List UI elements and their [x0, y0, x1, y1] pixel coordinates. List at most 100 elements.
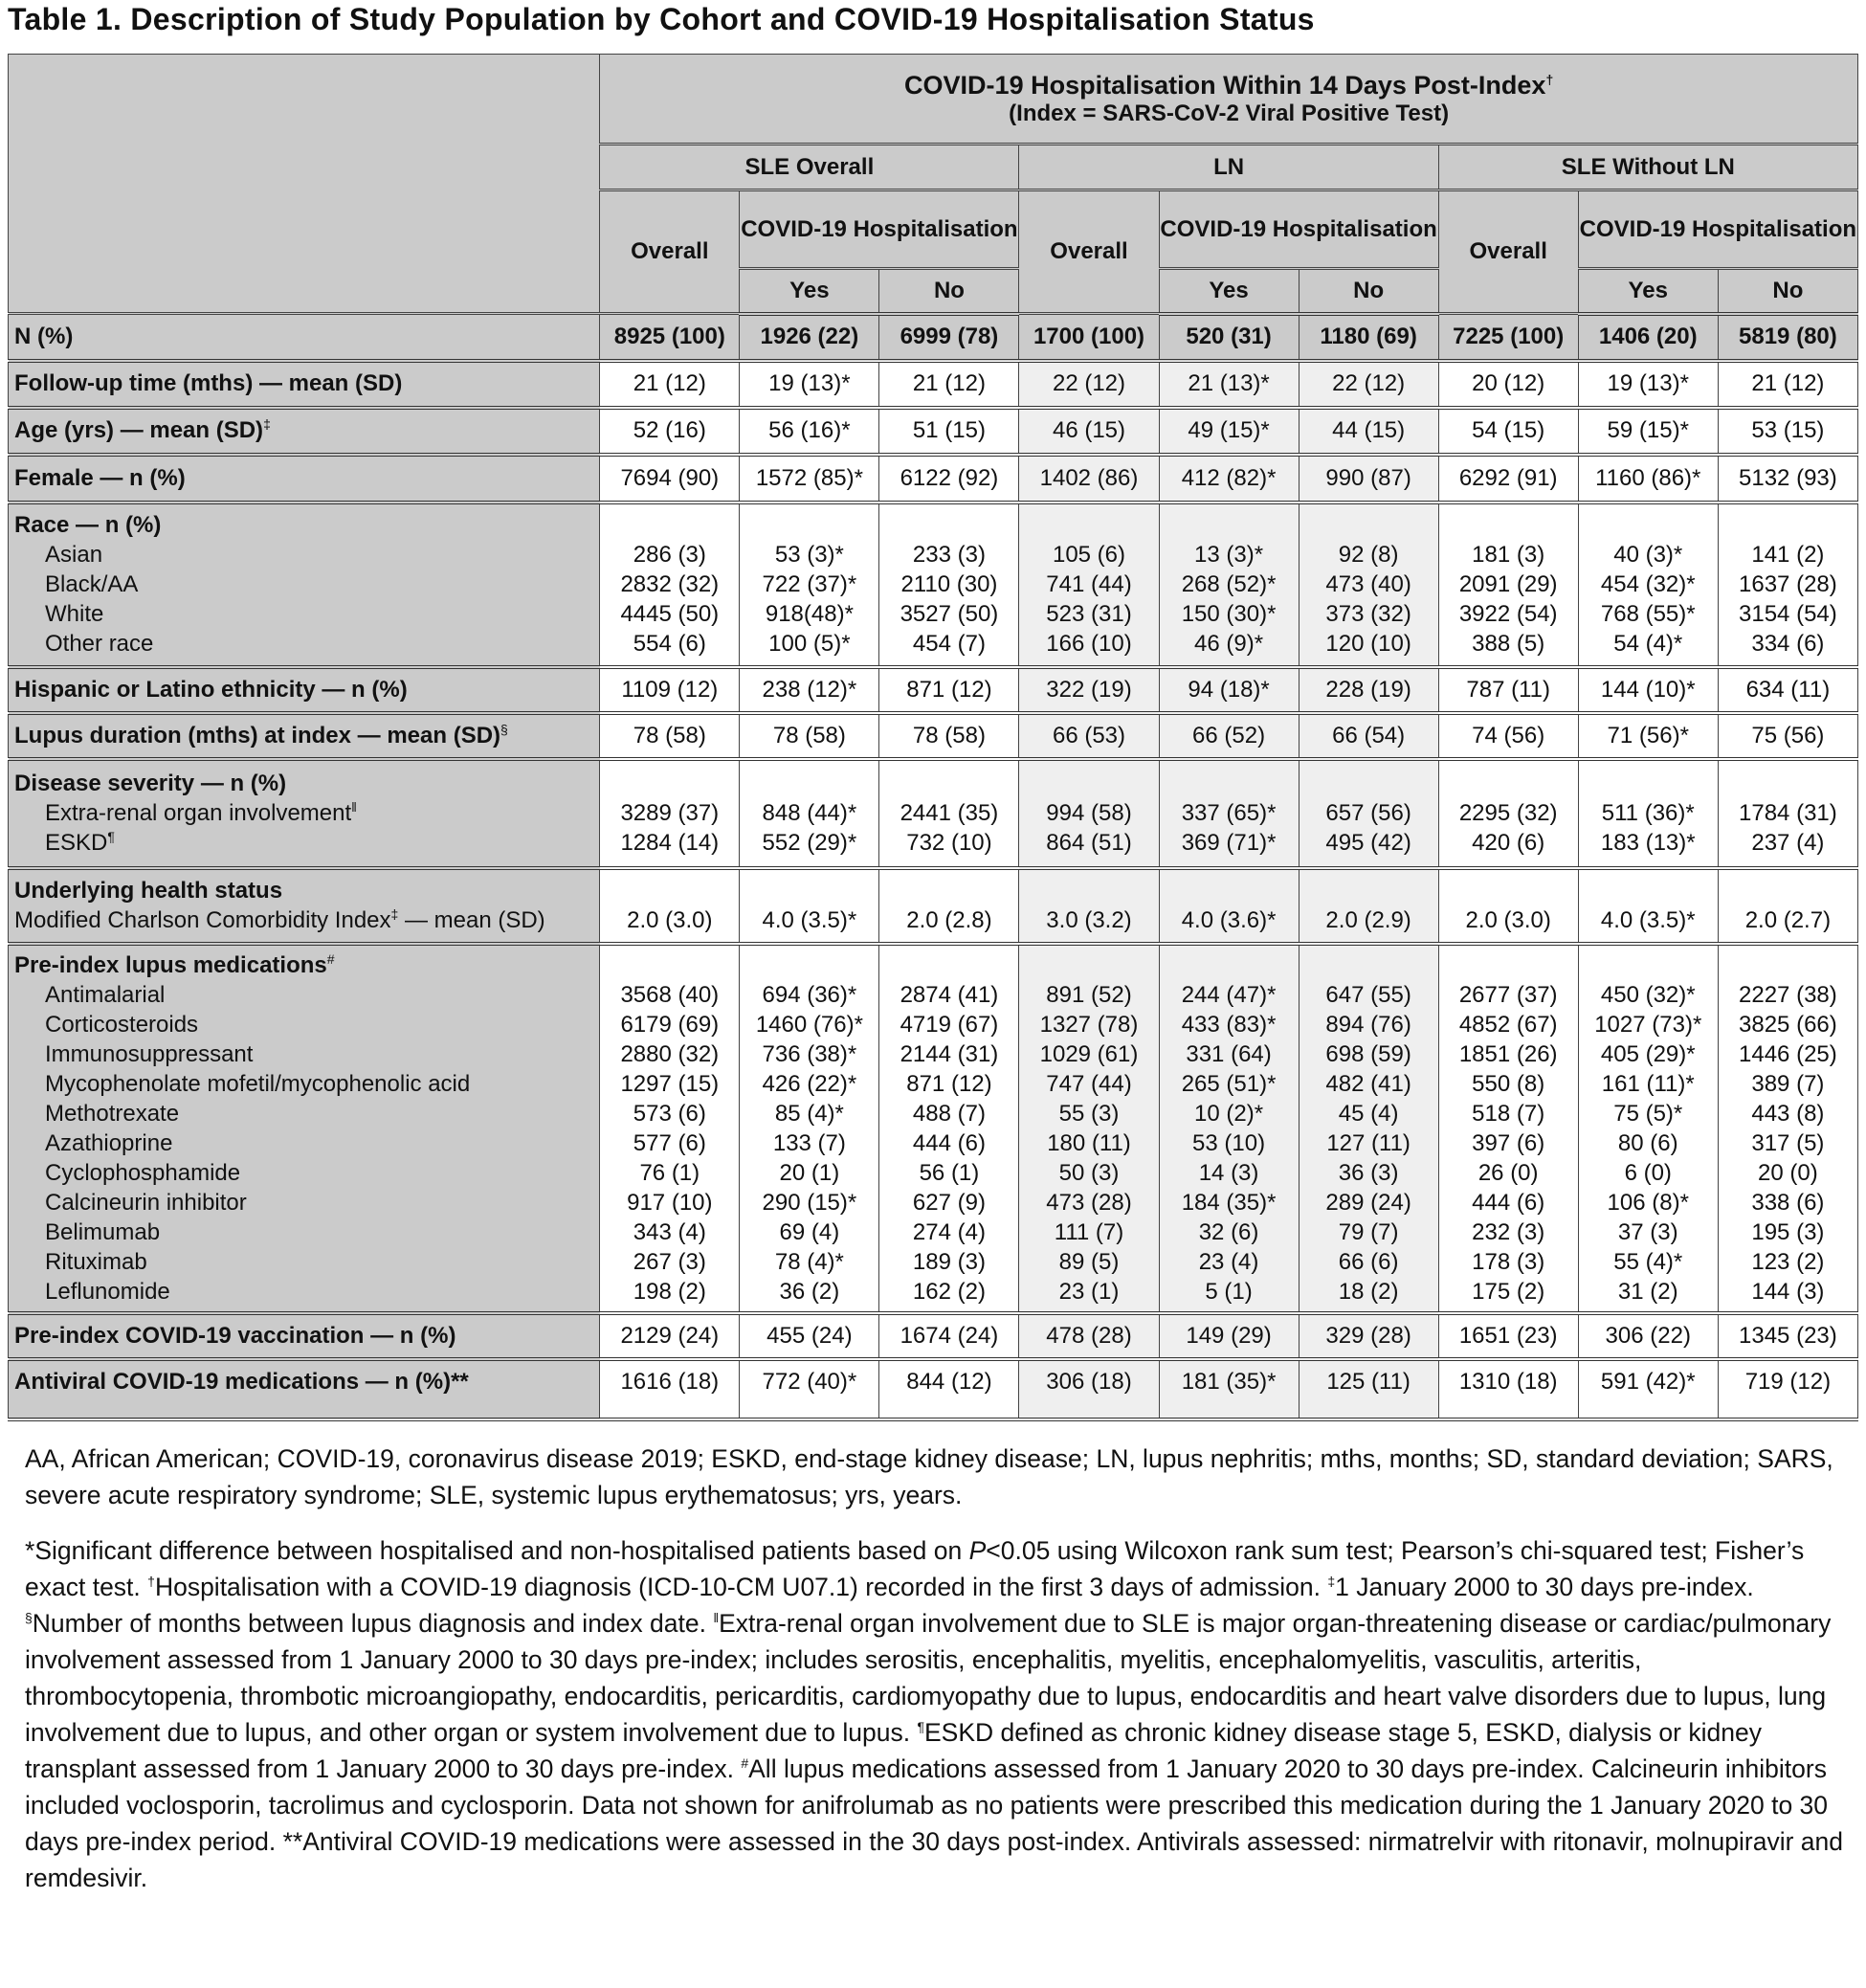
value: 198 (2) [633, 1278, 706, 1305]
row-label-cell: N (%) [7, 313, 601, 363]
value: 405 (29)* [1600, 1040, 1696, 1067]
row-label-cell: Disease severity — n (%) Extra-renal orga… [7, 758, 601, 870]
value: 917 (10) [627, 1189, 713, 1216]
row-label-text: Underlying health status [14, 878, 283, 904]
value: 10 (2)* [1194, 1100, 1264, 1127]
value: 100 (5)* [768, 631, 851, 657]
value: 53 (10) [1192, 1129, 1266, 1156]
value: 871 (12) [906, 1070, 992, 1097]
value-cell: 49 (15)* [1158, 407, 1300, 457]
value-cell: 844 (12) [878, 1358, 1020, 1421]
value-cell: 2295 (32) 420 (6) [1437, 758, 1579, 870]
value-cell: 59 (15)* [1577, 407, 1719, 457]
value: 552 (29)* [762, 830, 857, 856]
sublabel-text: Immunosuppressant [45, 1040, 254, 1067]
value-cell: 990 (87) [1298, 454, 1439, 504]
sublabel-text: Rituximab [45, 1248, 147, 1275]
value: 20 (0) [1758, 1159, 1818, 1186]
value: 133 (7) [772, 1129, 846, 1156]
value-cell: 46 (15) [1018, 407, 1160, 457]
value-cell: 4.0 (3.5)* [1577, 867, 1719, 946]
value: 46 (9)* [1194, 631, 1264, 657]
spanner-title: COVID-19 Hospitalisation Within 14 Days … [904, 70, 1546, 100]
sublabel-text: Corticosteroids [45, 1011, 199, 1038]
value: 3154 (54) [1739, 601, 1837, 627]
row-label-cell: Antiviral COVID-19 medications — n (%)** [7, 1358, 601, 1421]
value-cell: 455 (24) [739, 1312, 880, 1361]
value: 37 (3) [1617, 1218, 1678, 1245]
value: 75 (5)* [1613, 1100, 1683, 1127]
row-label-text: Disease severity — n (%) [14, 771, 287, 796]
value: 4719 (67) [900, 1011, 999, 1038]
row-label: Age (yrs) — mean (SD)‡ [14, 417, 599, 444]
row-sublabel: Extra-renal organ involvement‖ [14, 798, 599, 828]
value: 334 (6) [1751, 631, 1825, 657]
value-cell: 511 (36)* 183 (13)* [1577, 758, 1719, 870]
sublabel-text: Modified Charlson Comorbidity Index [14, 907, 391, 933]
value-cell: 1700 (100) [1018, 313, 1160, 363]
value-cell: 647 (55) 894 (76) 698 (59) 482 (41) 45 (4) 12… [1298, 943, 1439, 1315]
value: 1027 (73)* [1594, 1011, 1702, 1038]
value: 4852 (67) [1458, 1011, 1558, 1038]
footnote-marker: ¶ [107, 829, 115, 844]
spacer [1160, 876, 1299, 905]
spacer [740, 769, 878, 798]
spacer [1579, 876, 1718, 905]
study-population-table: COVID-19 Hospitalisation Within 14 Days … [7, 54, 1859, 1421]
value-cell: 2441 (35) 732 (10) [878, 758, 1020, 870]
row-label-cell: Age (yrs) — mean (SD)‡ [7, 407, 601, 457]
spacer [1160, 769, 1299, 798]
value: 891 (52) [1046, 981, 1132, 1008]
footnote-segment: † [147, 1574, 155, 1590]
sublabel-text: ESKD [45, 830, 108, 856]
col-overall: Overall [1018, 190, 1160, 315]
table-title: Table 1. Description of Study Population… [8, 2, 1315, 36]
value: 286 (3) [633, 542, 706, 568]
table-row: Female — n (%) 7694 (90) 1572 (85)* 6122 (9… [7, 454, 1859, 504]
value: 161 (11)* [1601, 1070, 1695, 1097]
value-cell: 694 (36)* 1460 (76)* 736 (38)* 426 (22)* 85 … [739, 943, 880, 1315]
row-label-text: Female — n (%) [14, 464, 186, 491]
value-cell: 1406 (20) [1577, 313, 1719, 363]
value: 722 (37)* [762, 571, 857, 597]
value: 237 (4) [1751, 830, 1825, 856]
footnote-segment: ¶ [917, 1719, 924, 1735]
value: 18 (2) [1338, 1278, 1399, 1305]
value: 40 (3)* [1613, 542, 1683, 568]
value-cell: 1180 (69) [1298, 313, 1439, 363]
spacer [1439, 510, 1578, 540]
value: 89 (5) [1058, 1248, 1120, 1275]
footnote-segment: # [741, 1755, 749, 1772]
value-cell: 66 (54) [1298, 712, 1439, 761]
row-label: Lupus duration (mths) at index — mean (S… [14, 723, 599, 749]
dagger-marker: † [1545, 71, 1554, 87]
value: 647 (55) [1325, 981, 1411, 1008]
footnote-marker: ‖ [351, 799, 357, 815]
value-cell: 657 (56) 495 (42) [1298, 758, 1439, 870]
col-yes: Yes [1158, 268, 1300, 316]
footnote-segment: All lupus medications assessed from 1 Ja… [25, 1754, 1844, 1892]
value-cell: 2.0 (2.9) [1298, 867, 1439, 946]
value: 183 (13)* [1600, 830, 1696, 856]
spacer [1579, 769, 1718, 798]
value: 657 (56) [1325, 800, 1411, 826]
spacer [1160, 510, 1299, 540]
value: 2.0 (2.9) [1325, 907, 1411, 933]
value: 144 (3) [1751, 1278, 1825, 1305]
row-label-cell: Underlying health status Modified Charlso… [7, 867, 601, 946]
row-label: Race — n (%) [14, 510, 599, 540]
value-cell: 719 (12) [1717, 1358, 1859, 1421]
col-yes: Yes [739, 268, 880, 316]
value: 181 (3) [1472, 542, 1545, 568]
value-cell: 329 (28) [1298, 1312, 1439, 1361]
value: 14 (3) [1198, 1159, 1259, 1186]
value: 274 (4) [912, 1218, 986, 1245]
table-row: Pre-index COVID-19 vaccination — n (%) 21… [7, 1312, 1859, 1361]
value-cell: 149 (29) [1158, 1312, 1300, 1361]
table-row: N (%) 8925 (100) 1926 (22) 6999 (78) 1700 (1… [7, 313, 1859, 363]
sublabel-text: Belimumab [45, 1218, 161, 1245]
value: 1637 (28) [1739, 571, 1837, 597]
value: 444 (6) [912, 1129, 986, 1156]
value: 106 (8)* [1607, 1189, 1689, 1216]
value-cell: 78 (58) [878, 712, 1020, 761]
